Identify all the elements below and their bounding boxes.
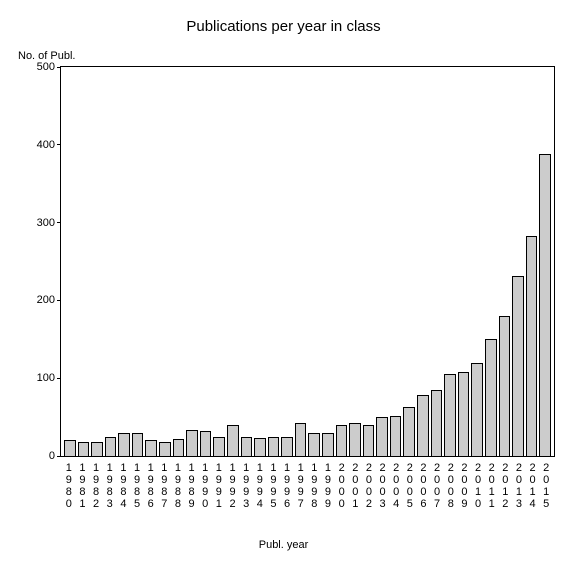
x-tick-label: 2004 — [390, 462, 402, 510]
y-tick-mark — [57, 300, 61, 301]
bars-group — [61, 67, 554, 456]
bar — [322, 433, 334, 456]
x-tick-label: 1988 — [172, 462, 184, 510]
y-tick-mark — [57, 67, 61, 68]
x-tick-label: 1983 — [104, 462, 116, 510]
x-tick-label: 2003 — [377, 462, 389, 510]
x-tick-label: 2013 — [513, 462, 525, 510]
bar — [526, 236, 538, 456]
bar — [227, 425, 239, 456]
bar — [281, 437, 293, 456]
x-tick-label: 2010 — [472, 462, 484, 510]
bar — [200, 431, 212, 456]
bar — [105, 437, 117, 456]
bar — [471, 363, 483, 456]
plot-area: 0100200300400500 — [60, 66, 555, 457]
x-tick-label: 2007 — [431, 462, 443, 510]
bar — [118, 433, 130, 456]
x-tick-label: 2008 — [445, 462, 457, 510]
bar — [458, 372, 470, 456]
x-tick-label: 2009 — [459, 462, 471, 510]
bar — [241, 437, 253, 456]
y-tick-mark — [57, 222, 61, 223]
bar — [213, 437, 225, 456]
x-tick-label: 1986 — [145, 462, 157, 510]
x-tick-label: 2014 — [527, 462, 539, 510]
x-tick-label: 2012 — [500, 462, 512, 510]
x-ticks: 1980198119821983198419851986198719881989… — [60, 462, 555, 510]
x-tick-label: 1990 — [199, 462, 211, 510]
x-tick-label: 2015 — [540, 462, 552, 510]
y-tick-mark — [57, 378, 61, 379]
bar — [173, 439, 185, 456]
x-tick-label: 1980 — [63, 462, 75, 510]
bar — [308, 433, 320, 456]
x-tick-label: 2001 — [349, 462, 361, 510]
x-tick-label: 2011 — [486, 462, 498, 510]
bar — [91, 442, 103, 456]
bar — [363, 425, 375, 456]
x-tick-label: 1994 — [254, 462, 266, 510]
bar — [64, 440, 76, 456]
x-tick-label: 2006 — [418, 462, 430, 510]
bar — [499, 316, 511, 456]
x-tick-label: 1984 — [118, 462, 130, 510]
x-tick-label: 1982 — [90, 462, 102, 510]
bar — [444, 374, 456, 456]
bar — [539, 154, 551, 456]
x-tick-label: 1996 — [281, 462, 293, 510]
bar — [186, 430, 198, 456]
bar — [512, 276, 524, 456]
x-tick-label: 1991 — [213, 462, 225, 510]
bar — [431, 390, 443, 456]
bar — [417, 395, 429, 456]
bar — [376, 417, 388, 456]
x-tick-label: 1989 — [186, 462, 198, 510]
bar — [268, 437, 280, 456]
y-tick-mark — [57, 456, 61, 457]
bar — [485, 339, 497, 456]
chart-title: Publications per year in class — [0, 0, 567, 35]
bar — [349, 423, 361, 456]
bar — [390, 416, 402, 456]
x-tick-label: 2005 — [404, 462, 416, 510]
x-tick-label: 1992 — [227, 462, 239, 510]
bar — [295, 423, 307, 456]
x-tick-label: 1987 — [158, 462, 170, 510]
y-tick-mark — [57, 144, 61, 145]
bar — [336, 425, 348, 456]
x-tick-label: 1999 — [322, 462, 334, 510]
x-tick-label: 1985 — [131, 462, 143, 510]
x-tick-label: 2000 — [336, 462, 348, 510]
x-tick-label: 1981 — [77, 462, 89, 510]
x-tick-label: 1998 — [309, 462, 321, 510]
bar — [145, 440, 157, 456]
x-tick-label: 1995 — [268, 462, 280, 510]
bar — [78, 442, 90, 456]
bar — [254, 438, 266, 456]
x-tick-label: 2002 — [363, 462, 375, 510]
bar — [159, 442, 171, 456]
bar — [403, 407, 415, 456]
x-tick-label: 1997 — [295, 462, 307, 510]
bar — [132, 433, 144, 456]
x-axis-label: Publ. year — [0, 539, 567, 551]
x-tick-label: 1993 — [240, 462, 252, 510]
chart-container: Publications per year in class No. of Pu… — [0, 0, 567, 567]
